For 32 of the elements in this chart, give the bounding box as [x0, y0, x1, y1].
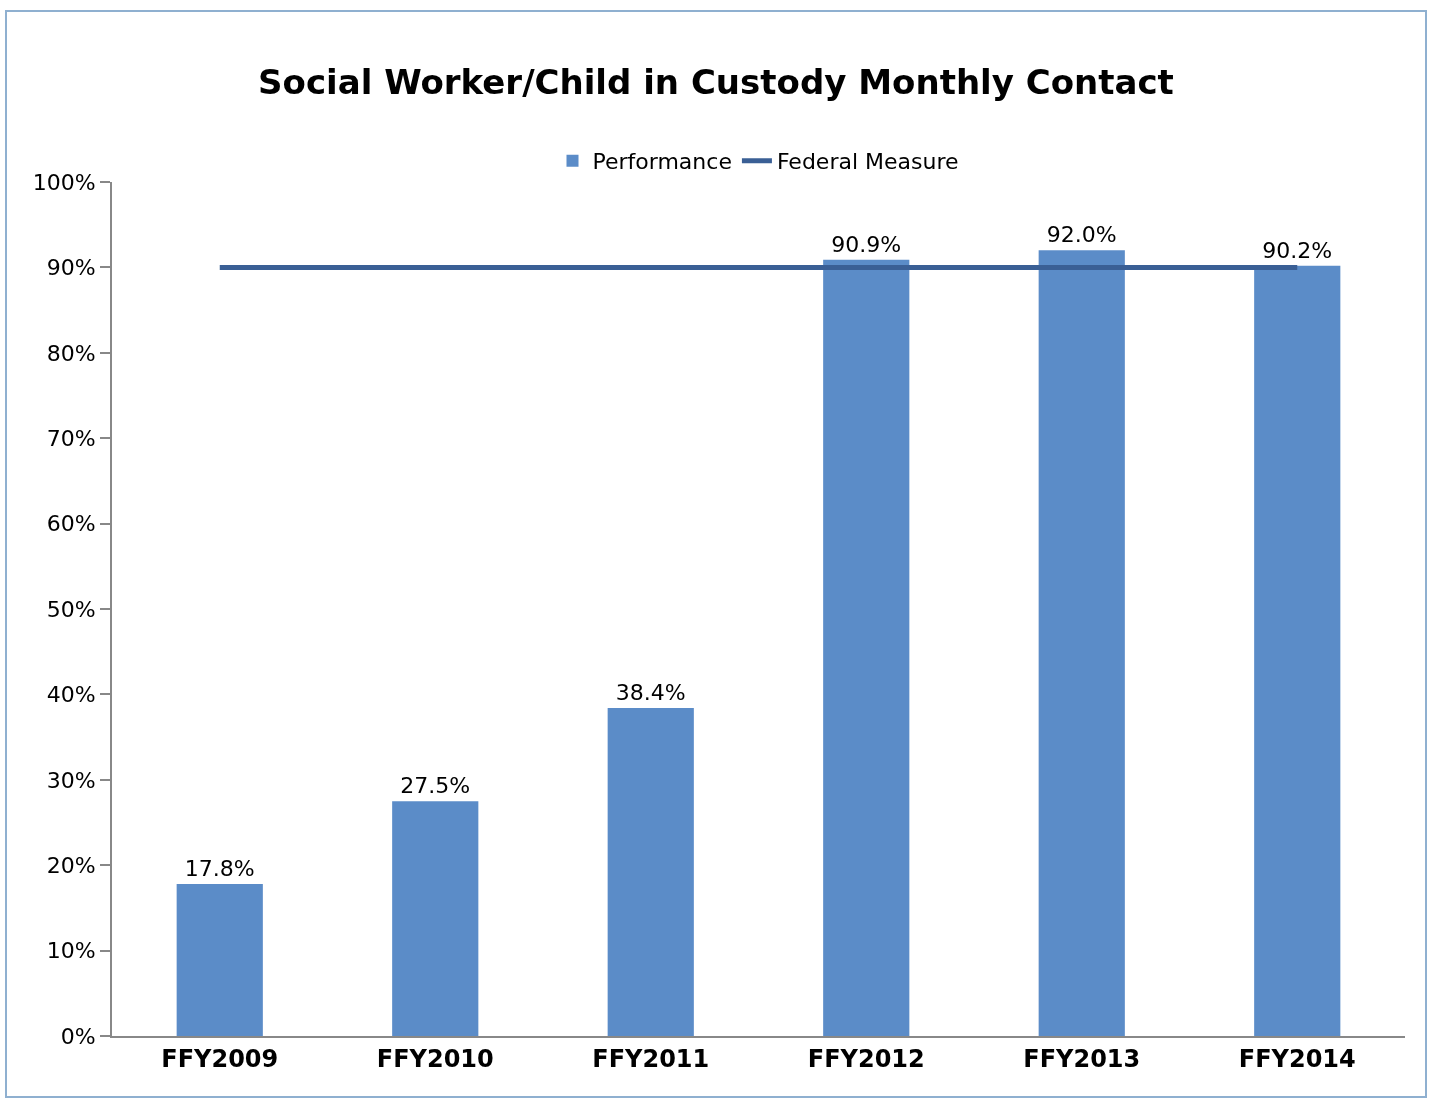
y-tick-label: 100% [32, 169, 96, 195]
bar [392, 801, 479, 1036]
x-tick-label: FFY2013 [1023, 1044, 1141, 1073]
y-tick-label: 10% [46, 938, 96, 964]
legend-label: Performance [592, 149, 732, 175]
data-label: 92.0% [1046, 222, 1117, 248]
y-tick-label: 60% [46, 511, 96, 537]
data-label: 27.5% [400, 773, 471, 799]
bar [1038, 250, 1125, 1036]
y-tick-label: 90% [46, 255, 96, 281]
y-tick-label: 20% [46, 852, 96, 878]
y-tick-label: 0% [60, 1023, 96, 1049]
legend-label: Federal Measure [776, 149, 959, 175]
x-tick-label: FFY2011 [592, 1044, 710, 1073]
data-label: 17.8% [184, 855, 255, 881]
x-tick-label: FFY2014 [1238, 1044, 1356, 1073]
bar [1254, 265, 1341, 1036]
data-label: 90.9% [831, 231, 902, 257]
x-tick-label: FFY2012 [807, 1044, 925, 1073]
y-tick-label: 70% [46, 425, 96, 451]
x-tick-label: FFY2010 [376, 1044, 494, 1073]
x-tick-label: FFY2009 [161, 1044, 279, 1073]
y-tick-label: 40% [46, 682, 96, 708]
data-label: 38.4% [615, 680, 686, 706]
chart-title: Social Worker/Child in Custody Monthly Contact [258, 62, 1174, 103]
bar [823, 259, 910, 1036]
data-label: 90.2% [1262, 237, 1333, 263]
y-tick-label: 80% [46, 340, 96, 366]
bar [176, 883, 263, 1036]
y-tick-label: 30% [46, 767, 96, 793]
bar [607, 708, 694, 1036]
y-tick-label: 50% [46, 596, 96, 622]
